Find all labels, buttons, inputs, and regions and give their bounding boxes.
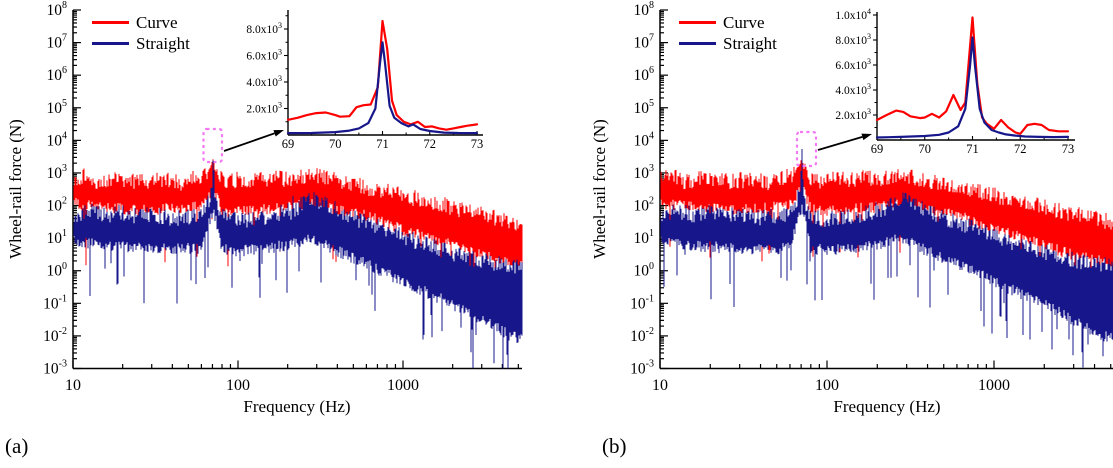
legend-label-curve: Curve: [136, 13, 178, 32]
svg-text:71: 71: [376, 137, 389, 151]
svg-text:102: 102: [634, 196, 655, 215]
svg-text:8.0x103: 8.0x103: [246, 21, 282, 36]
svg-text:10-3: 10-3: [630, 359, 654, 378]
panel-b-tag: (b): [602, 434, 627, 458]
svg-text:10-3: 10-3: [43, 359, 67, 378]
svg-text:106: 106: [47, 65, 68, 84]
svg-text:1000: 1000: [978, 377, 1010, 394]
svg-text:103: 103: [47, 163, 68, 182]
legend-line-curve: [92, 21, 129, 24]
svg-text:2.0x103: 2.0x103: [835, 107, 871, 122]
legend-line-straight: [679, 42, 716, 45]
svg-text:70: 70: [919, 142, 932, 156]
svg-text:100: 100: [815, 377, 839, 394]
svg-text:73: 73: [1062, 142, 1075, 156]
panel-a-y-ticks: [72, 9, 519, 370]
svg-text:70: 70: [329, 137, 342, 151]
panel-a-inset: 2.0x103 4.0x103 6.0x103 8.0x103 69 70 71 72 73: [246, 10, 483, 151]
legend-line-straight: [92, 42, 129, 45]
panel-a-x-axis-title: Frequency (Hz): [243, 397, 351, 416]
svg-text:10-2: 10-2: [630, 326, 654, 345]
svg-text:69: 69: [871, 142, 884, 156]
svg-text:4.0x103: 4.0x103: [835, 82, 871, 97]
legend-item-curve: Curve: [679, 12, 777, 33]
panel-b-inset: 2.0x103 4.0x103 6.0x103 8.0x103 1.0x104 69 70 7…: [835, 7, 1075, 156]
svg-text:10: 10: [65, 377, 81, 394]
panel-b-y-axis-title: Wheel-rail force (N): [590, 119, 609, 259]
svg-text:107: 107: [47, 33, 68, 52]
panel-b-series-straight: [660, 149, 1113, 368]
legend-label-curve: Curve: [723, 13, 765, 32]
panel-b-inset-series-straight: [875, 36, 1070, 139]
panel-a-inset-series-straight: [286, 41, 479, 135]
legend-item-curve: Curve: [92, 12, 190, 33]
svg-text:100: 100: [47, 261, 68, 280]
svg-text:10-2: 10-2: [43, 326, 67, 345]
panel-b-inset-series-curve: [875, 16, 1070, 135]
panel-a-series-straight: [73, 160, 523, 369]
svg-text:72: 72: [424, 137, 437, 151]
panel-a-zoom-arrow: [223, 130, 284, 152]
svg-text:10-1: 10-1: [630, 293, 654, 312]
svg-text:72: 72: [1014, 142, 1027, 156]
panel-b-y-tick-labels: 10810710610510410310210110010-110-210-31…: [630, 0, 1010, 394]
svg-text:73: 73: [471, 137, 484, 151]
svg-text:101: 101: [634, 228, 655, 247]
svg-text:10-1: 10-1: [43, 293, 67, 312]
panel-a-legend: Curve Straight: [92, 12, 190, 54]
legend-label-straight: Straight: [136, 34, 190, 53]
panel-a-peak-zoom-box: [202, 127, 224, 164]
svg-text:105: 105: [47, 98, 68, 117]
svg-text:10: 10: [652, 377, 668, 394]
svg-text:100: 100: [226, 377, 250, 394]
svg-text:2.0x103: 2.0x103: [246, 100, 282, 115]
svg-text:100: 100: [634, 261, 655, 280]
svg-text:103: 103: [634, 163, 655, 182]
panel-a-inset-series-curve: [286, 19, 479, 131]
svg-text:6.0x103: 6.0x103: [246, 47, 282, 62]
panel-a-y-axis-title: Wheel-rail force (N): [6, 119, 25, 259]
svg-text:1.0x104: 1.0x104: [835, 7, 871, 22]
svg-text:107: 107: [634, 33, 655, 52]
svg-text:104: 104: [634, 130, 655, 149]
svg-text:101: 101: [47, 228, 68, 247]
panel-b-x-axis-title: Frequency (Hz): [833, 397, 941, 416]
svg-text:69: 69: [282, 137, 295, 151]
svg-text:1000: 1000: [387, 377, 419, 394]
svg-text:102: 102: [47, 196, 68, 215]
svg-text:6.0x103: 6.0x103: [835, 57, 871, 72]
legend-item-straight: Straight: [679, 33, 777, 54]
panel-b-legend: Curve Straight: [679, 12, 777, 54]
panel-b-peak-zoom-box: [795, 130, 818, 168]
panel-a-series-curve: [73, 159, 523, 320]
svg-text:108: 108: [47, 0, 68, 19]
svg-text:105: 105: [634, 98, 655, 117]
svg-text:4.0x103: 4.0x103: [246, 74, 282, 89]
legend-line-curve: [679, 21, 716, 24]
legend-label-straight: Straight: [723, 34, 777, 53]
panel-b-series-curve: [660, 155, 1113, 303]
svg-text:108: 108: [634, 0, 655, 19]
panel-a-tag: (a): [5, 434, 29, 458]
svg-text:8.0x103: 8.0x103: [835, 32, 871, 47]
panel-b-zoom-arrow: [817, 133, 872, 151]
panel-a-y-tick-labels: 10810710610510410310210110010-110-210-31…: [43, 0, 419, 394]
svg-text:106: 106: [634, 65, 655, 84]
legend-item-straight: Straight: [92, 33, 190, 54]
svg-text:71: 71: [966, 142, 979, 156]
svg-text:104: 104: [47, 130, 68, 149]
